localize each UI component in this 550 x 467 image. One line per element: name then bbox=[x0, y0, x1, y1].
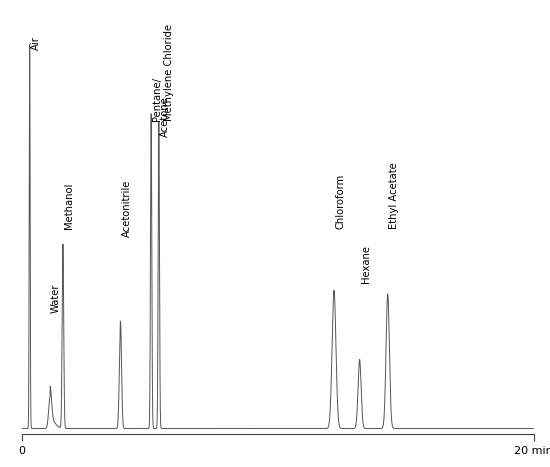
Text: Air: Air bbox=[30, 36, 41, 50]
Text: Hexane: Hexane bbox=[361, 245, 371, 283]
Text: Acetonitrile: Acetonitrile bbox=[122, 179, 132, 237]
Text: Chloroform: Chloroform bbox=[336, 174, 345, 229]
Text: Ethyl Acetate: Ethyl Acetate bbox=[389, 162, 399, 229]
Text: Water: Water bbox=[51, 284, 61, 313]
Text: Pentane/
Methylene Chloride: Pentane/ Methylene Chloride bbox=[152, 24, 174, 121]
Text: Acetone: Acetone bbox=[160, 96, 170, 137]
Text: Methanol: Methanol bbox=[64, 183, 74, 229]
